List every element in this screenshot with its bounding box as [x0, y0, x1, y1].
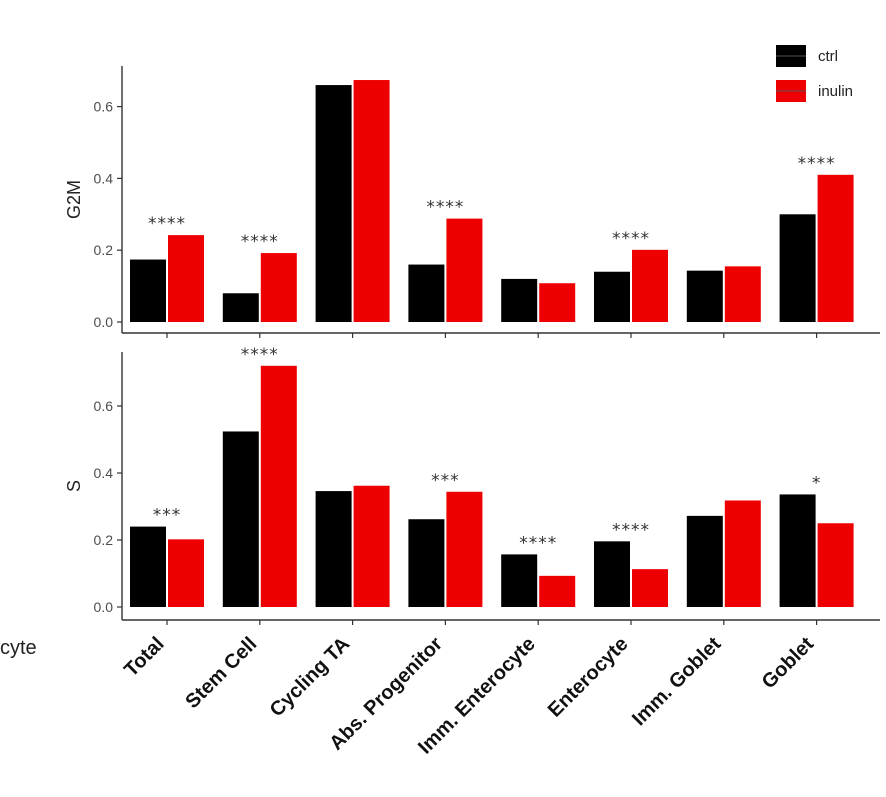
bar-ctrl-cycling-ta — [315, 491, 352, 607]
bar-ctrl-imm-goblet — [686, 515, 723, 607]
legend-label-ctrl: ctrl — [818, 48, 838, 65]
legend: ctrl inulin — [776, 45, 853, 102]
y-tick-label: 0.4 — [94, 170, 114, 186]
bar-ctrl-goblet — [779, 214, 816, 322]
bar-inulin-imm-enterocyte — [539, 575, 576, 607]
bar-ctrl-imm-enterocyte — [501, 278, 538, 322]
bar-inulin-abs-progenitor — [446, 218, 483, 322]
bar-inulin-stem-cell — [260, 253, 297, 322]
bar-inulin-imm-goblet — [724, 266, 761, 322]
x-category-label-imm-goblet: Imm. Goblet — [628, 633, 726, 731]
bar-inulin-enterocyte — [632, 249, 668, 322]
y-tick-label: 0.4 — [94, 465, 114, 481]
x-category-label-stem-cell: Stem Cell — [181, 633, 261, 713]
significance-label: **** — [241, 345, 279, 365]
x-category-label-cycling-ta: Cycling TA — [266, 633, 354, 721]
bar-inulin-cycling-ta — [353, 80, 390, 322]
g2m-panel: 0.0 0.2 0.4 0.6 G2M **** **** **** **** **** — [64, 66, 880, 338]
y-tick-label: 0.6 — [94, 99, 114, 115]
significance-label: **** — [798, 154, 836, 174]
bar-ctrl-stem-cell — [222, 431, 259, 607]
significance-label: **** — [612, 520, 650, 540]
significance-label: *** — [153, 506, 182, 526]
bar-ctrl-goblet — [779, 494, 816, 607]
bar-ctrl-total — [130, 259, 166, 322]
significance-label: **** — [612, 229, 650, 249]
bar-inulin-goblet — [817, 523, 854, 607]
significance-label: **** — [426, 198, 464, 218]
bar-inulin-total — [168, 539, 204, 607]
bar-inulin-cycling-ta — [353, 485, 390, 607]
legend-label-inulin: inulin — [818, 83, 853, 100]
significance-label: **** — [241, 232, 279, 252]
significance-label: *** — [431, 471, 460, 491]
y-tick-label: 0.2 — [94, 532, 114, 548]
bar-ctrl-imm-enterocyte — [501, 554, 538, 607]
bar-ctrl-total — [130, 526, 166, 607]
bar-inulin-abs-progenitor — [446, 491, 483, 607]
bar-inulin-imm-goblet — [724, 500, 761, 607]
significance-label: **** — [519, 533, 557, 553]
x-category-label-goblet: Goblet — [758, 633, 819, 694]
y-tick-label: 0.0 — [94, 599, 114, 615]
y-axis-title: G2M — [64, 180, 84, 219]
bar-inulin-goblet — [817, 174, 854, 322]
bar-ctrl-imm-goblet — [686, 270, 723, 322]
bar-ctrl-enterocyte — [594, 541, 630, 607]
y-tick-label: 0.2 — [94, 242, 114, 258]
bar-ctrl-cycling-ta — [315, 85, 352, 322]
y-tick-label: 0.0 — [94, 314, 114, 330]
cut-off-label: cyte — [0, 637, 37, 659]
bar-inulin-enterocyte — [632, 569, 668, 607]
bar-ctrl-enterocyte — [594, 271, 630, 322]
bar-ctrl-stem-cell — [222, 293, 259, 322]
x-category-label-enterocyte: Enterocyte — [544, 633, 633, 722]
bar-ctrl-abs-progenitor — [408, 519, 445, 607]
x-category-label-total: Total — [120, 633, 168, 681]
bar-inulin-total — [168, 235, 204, 322]
y-axis-title: S — [64, 480, 84, 492]
significance-label: * — [812, 473, 822, 493]
y-tick-label: 0.6 — [94, 398, 114, 414]
bar-inulin-imm-enterocyte — [539, 283, 576, 322]
significance-label: **** — [148, 214, 186, 234]
bar-inulin-stem-cell — [260, 365, 297, 607]
s-panel: 0.00.20.40.6S******************* — [64, 345, 880, 625]
bar-ctrl-abs-progenitor — [408, 264, 445, 322]
